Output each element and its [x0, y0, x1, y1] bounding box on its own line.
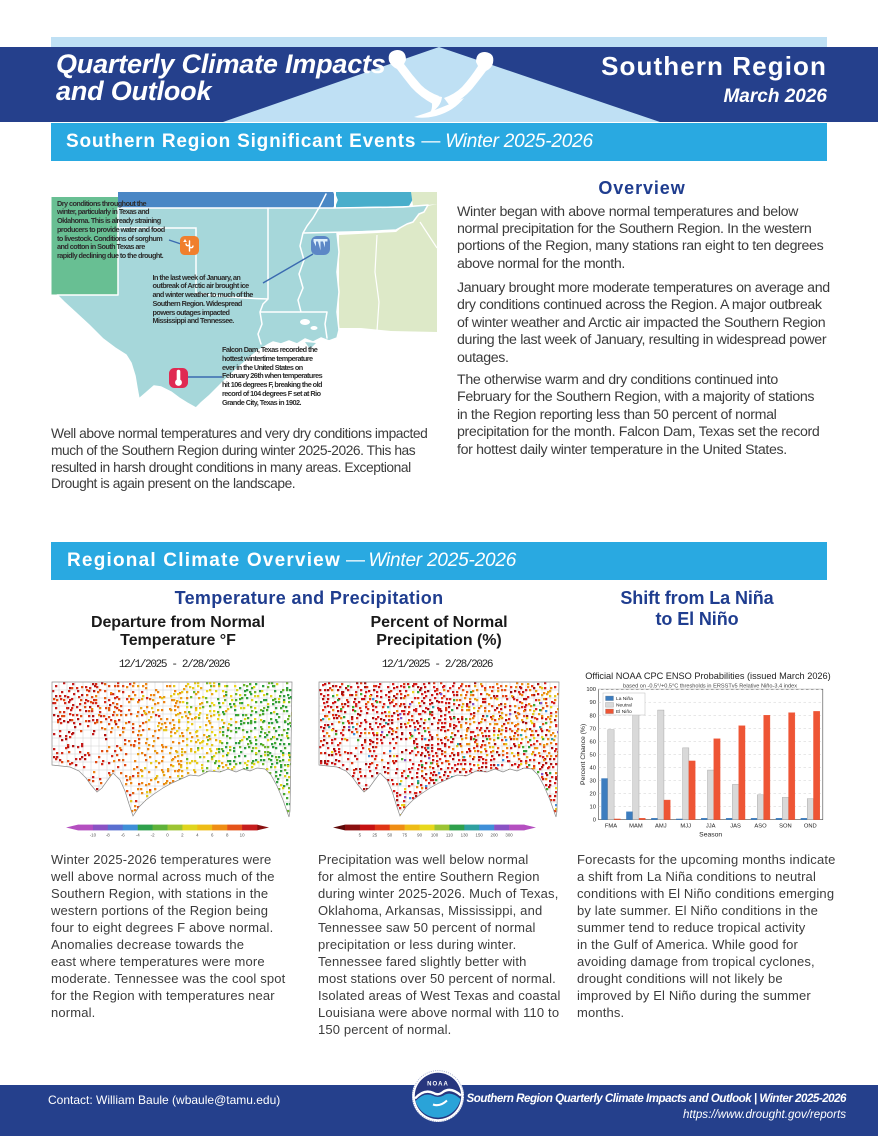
- svg-text:Neutral: Neutral: [616, 703, 632, 709]
- svg-text:La Niña: La Niña: [616, 696, 633, 702]
- svg-text:75: 75: [402, 833, 407, 838]
- svg-text:FMA: FMA: [605, 824, 617, 830]
- svg-text:OND: OND: [804, 824, 817, 830]
- svg-text:300: 300: [505, 833, 513, 838]
- svg-text:110: 110: [446, 833, 454, 838]
- svg-text:0: 0: [166, 833, 169, 838]
- svg-text:5: 5: [359, 833, 362, 838]
- svg-text:-2: -2: [151, 833, 155, 838]
- svg-text:80: 80: [590, 713, 596, 719]
- svg-text:4: 4: [196, 833, 199, 838]
- svg-text:40: 40: [590, 765, 596, 771]
- svg-text:130: 130: [461, 833, 469, 838]
- svg-text:90: 90: [417, 833, 422, 838]
- svg-text:20: 20: [590, 792, 596, 798]
- svg-text:100: 100: [586, 687, 596, 693]
- svg-text:60: 60: [590, 739, 596, 745]
- svg-text:10: 10: [590, 805, 596, 811]
- svg-text:NOAA: NOAA: [427, 1082, 449, 1088]
- svg-text:8: 8: [226, 833, 229, 838]
- svg-text:-4: -4: [136, 833, 140, 838]
- svg-text:150: 150: [476, 833, 484, 838]
- svg-text:MAM: MAM: [629, 824, 643, 830]
- svg-text:Season: Season: [699, 832, 722, 839]
- svg-text:JAS: JAS: [730, 824, 741, 830]
- svg-text:200: 200: [491, 833, 499, 838]
- svg-text:Official NOAA CPC ENSO Probabi: Official NOAA CPC ENSO Probabilities (is…: [585, 671, 830, 681]
- svg-text:-8: -8: [106, 833, 110, 838]
- svg-text:based on -0.5°/+0.5°C threshol: based on -0.5°/+0.5°C thresholds in ERSS…: [623, 684, 797, 690]
- svg-text:MJJ: MJJ: [680, 824, 691, 830]
- svg-text:30: 30: [590, 778, 596, 784]
- svg-text:-10: -10: [90, 833, 97, 838]
- svg-text:SON: SON: [779, 824, 792, 830]
- svg-text:50: 50: [387, 833, 392, 838]
- svg-text:JJA: JJA: [706, 824, 716, 830]
- svg-text:50: 50: [590, 752, 596, 758]
- svg-text:10: 10: [240, 833, 245, 838]
- svg-text:6: 6: [211, 833, 214, 838]
- svg-text:ASO: ASO: [754, 824, 767, 830]
- svg-text:-6: -6: [121, 833, 125, 838]
- svg-text:25: 25: [372, 833, 377, 838]
- svg-text:AMJ: AMJ: [655, 824, 667, 830]
- svg-text:70: 70: [590, 726, 596, 732]
- svg-text:90: 90: [590, 700, 596, 706]
- svg-text:2: 2: [181, 833, 184, 838]
- svg-text:Percent Chance (%): Percent Chance (%): [580, 724, 587, 785]
- svg-text:100: 100: [431, 833, 439, 838]
- svg-text:0: 0: [593, 818, 596, 824]
- svg-text:El Niño: El Niño: [616, 709, 632, 715]
